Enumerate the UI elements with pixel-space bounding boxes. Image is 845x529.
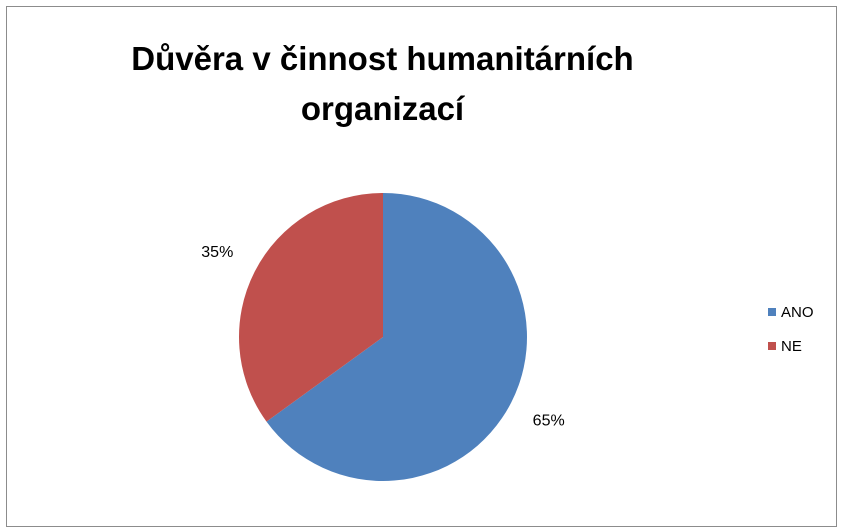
data-label-ano: 65% (533, 413, 565, 430)
chart-title-line-2: organizací (300, 90, 465, 127)
legend-label-ne: NE (781, 337, 802, 355)
legend-swatch-ne (768, 342, 776, 350)
chart-title-line-1: Důvěra v činnost humanitárních (131, 40, 634, 77)
legend: ANO NE (768, 302, 814, 370)
chart-title: Důvěra v činnost humanitárních organizac… (0, 34, 765, 134)
legend-label-ano: ANO (781, 303, 814, 321)
pie-slice-ano (266, 193, 527, 481)
data-label-ne: 35% (201, 244, 233, 261)
pie-slice-ne (238, 193, 383, 422)
legend-swatch-ano (768, 308, 776, 316)
legend-item-ano: ANO (768, 302, 814, 322)
legend-item-ne: NE (768, 336, 814, 356)
